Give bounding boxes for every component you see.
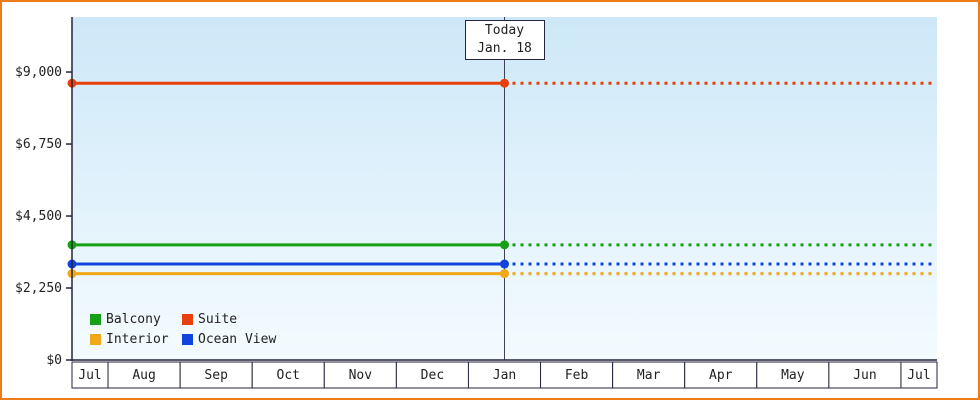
x-tick-label: Nov — [349, 368, 373, 383]
legend: Balcony Suite Interior Ocean View — [90, 312, 276, 347]
legend-swatch-balcony — [90, 314, 101, 325]
x-tick-label: Oct — [277, 368, 300, 383]
month-cell — [684, 361, 758, 389]
x-tick-label: Apr — [709, 368, 733, 383]
today-date: Jan. 18 — [477, 41, 532, 56]
month-cell — [900, 361, 938, 389]
series-today-dot-balcony — [500, 240, 509, 250]
x-tick-label: Jul — [907, 368, 930, 383]
y-tick-label: $6,750 — [15, 137, 62, 152]
month-cell — [107, 361, 181, 389]
y-tick-label: $9,000 — [15, 65, 62, 80]
legend-label: Interior — [106, 332, 169, 347]
y-tick-label: $4,500 — [15, 209, 62, 224]
x-tick-label: Dec — [421, 368, 444, 383]
legend-swatch-ocean-view — [182, 334, 193, 345]
x-tick-label: May — [781, 368, 805, 383]
legend-item-suite: Suite — [182, 312, 276, 327]
month-cell — [467, 361, 542, 389]
legend-swatch-interior — [90, 334, 101, 345]
legend-item-ocean-view: Ocean View — [182, 332, 276, 347]
month-cell — [612, 361, 686, 389]
legend-item-interior: Interior — [90, 332, 182, 347]
legend-item-balcony: Balcony — [90, 312, 182, 327]
series-today-dot-interior — [500, 269, 509, 279]
x-tick-label: Jul — [78, 368, 101, 383]
x-tick-label: Sep — [204, 368, 228, 383]
y-tick-label: $2,250 — [15, 281, 62, 296]
x-tick-label: Feb — [565, 368, 589, 383]
legend-label: Ocean View — [198, 332, 277, 347]
month-cell — [71, 361, 109, 389]
month-cell — [756, 361, 830, 389]
legend-label: Balcony — [106, 312, 161, 327]
x-tick-label: Jan — [493, 368, 516, 383]
x-tick-label: Mar — [637, 368, 661, 383]
today-label: Today — [484, 23, 525, 38]
x-tick-label: Jun — [853, 368, 876, 383]
month-cell — [540, 361, 614, 389]
y-tick-label: $0 — [46, 353, 62, 368]
legend-label: Suite — [198, 312, 238, 327]
today-annotation: Today Jan. 18 — [464, 20, 545, 60]
month-cell — [828, 361, 902, 389]
series-today-dot-suite — [500, 78, 509, 88]
x-tick-label: Aug — [132, 368, 155, 383]
legend-swatch-suite — [182, 314, 193, 325]
series-today-dot-ocean-view — [500, 259, 509, 269]
